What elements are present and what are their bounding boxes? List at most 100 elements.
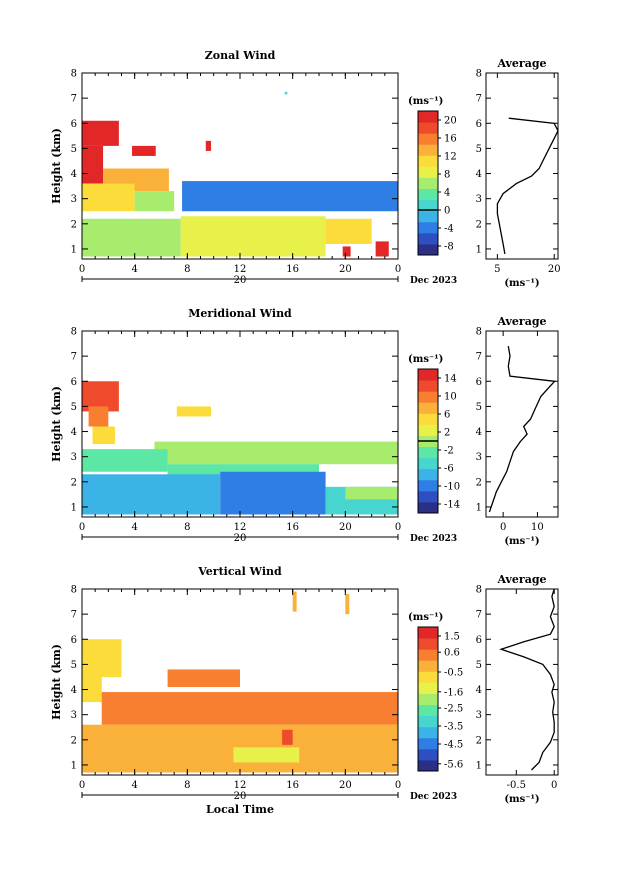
profile-line (496, 117, 559, 255)
date-label: Dec 2023 (410, 276, 457, 286)
data-cell (325, 218, 372, 244)
profile-y-tick-label: 8 (476, 585, 482, 596)
x-tick-label: 12 (234, 780, 247, 791)
profile-x-tick-label: -0.5 (507, 780, 526, 791)
colorbar-segment (418, 210, 438, 223)
colorbar-tick-label: 6 (444, 410, 450, 421)
colorbar-segment (418, 424, 438, 436)
y-tick-label: 1 (71, 760, 77, 771)
profile-y-tick-label: 8 (476, 327, 482, 338)
profile-y-tick-label: 6 (476, 119, 482, 130)
profile-y-tick-label: 3 (476, 710, 482, 721)
colorbar-unit: (ms⁻¹) (408, 96, 443, 107)
profile-y-tick-label: 5 (476, 660, 482, 671)
data-cell (375, 241, 389, 257)
profile-y-tick-label: 1 (476, 760, 482, 771)
profile-x-tick-label: 5 (494, 264, 500, 275)
profile-frame (485, 72, 559, 260)
colorbar-segment (418, 627, 438, 639)
colorbar-tick-label: 0.6 (444, 648, 460, 659)
profile-title: Average (496, 315, 546, 328)
x-tick-label: 16 (286, 264, 299, 275)
colorbar-segment (418, 177, 438, 190)
data-cell (82, 218, 181, 257)
day-label: 20 (234, 275, 247, 286)
colorbar-tick-label: -3.5 (444, 722, 463, 733)
data-cell (82, 120, 119, 146)
day-label: 20 (234, 791, 247, 802)
colorbar-tick-label: -14 (444, 500, 460, 511)
profile-frame (485, 330, 559, 518)
data-cell (233, 747, 300, 763)
profile-y-tick-label: 4 (476, 169, 482, 180)
day-label: 20 (234, 533, 247, 544)
profile-y-tick-label: 3 (476, 452, 482, 463)
colorbar-tick-label: -6 (444, 464, 454, 475)
colorbar-tick-label: 12 (444, 152, 457, 163)
data-cell (345, 594, 350, 615)
colorbar-segment (418, 144, 438, 156)
colorbar-segment (418, 649, 438, 661)
y-tick-label: 8 (71, 69, 77, 80)
y-tick-label: 2 (71, 219, 77, 230)
colorbar-frame (417, 626, 439, 772)
x-tick-label: 20 (339, 780, 352, 791)
profile-x-label: (ms⁻¹) (504, 278, 539, 289)
y-tick-label: 3 (71, 710, 77, 721)
y-tick-label: 3 (71, 452, 77, 463)
colorbar-tick-label: 1.5 (444, 632, 460, 643)
profile-y-tick-label: 3 (476, 194, 482, 205)
y-tick-label: 6 (71, 635, 77, 646)
data-cell (82, 449, 168, 472)
x-tick-label: 8 (184, 780, 190, 791)
colorbar-tick-label: -5.6 (444, 759, 463, 770)
x-tick-label: 16 (286, 522, 299, 533)
colorbar-segment (418, 704, 438, 717)
colorbar-tick-label: -1.6 (444, 687, 463, 698)
colorbar-tick-label: -4 (444, 224, 454, 235)
y-tick-label: 5 (71, 144, 77, 155)
profile-y-tick-label: 5 (476, 402, 482, 413)
profile-frame (485, 588, 559, 776)
y-axis-label: Height (km) (50, 644, 63, 720)
y-tick-label: 1 (71, 502, 77, 513)
x-tick-label: 8 (184, 264, 190, 275)
data-cell (134, 191, 175, 212)
colorbar-segment (418, 232, 438, 245)
colorbar-segment (418, 748, 438, 761)
colorbar-segment (418, 671, 438, 683)
y-tick-label: 2 (71, 735, 77, 746)
colorbar-segment (418, 715, 438, 728)
profile-y-tick-label: 2 (476, 735, 482, 746)
y-tick-label: 7 (71, 352, 77, 363)
data-cell (292, 591, 297, 612)
profile-line (488, 345, 556, 513)
colorbar-segment (418, 446, 438, 459)
profile-x-tick-label: 0 (500, 522, 506, 533)
x-tick-label: 20 (339, 264, 352, 275)
profile-y-tick-label: 2 (476, 477, 482, 488)
colorbar-segment (418, 693, 438, 706)
x-tick-label: 0 (79, 264, 85, 275)
y-tick-label: 4 (71, 685, 77, 696)
data-cell (154, 441, 398, 465)
colorbar-segment (418, 726, 438, 739)
x-tick-label: 12 (234, 522, 247, 533)
profile-line (499, 588, 555, 771)
y-tick-label: 8 (71, 327, 77, 338)
profile-title: Average (496, 573, 546, 586)
x-tick-label: 12 (234, 264, 247, 275)
profile-y-tick-label: 5 (476, 144, 482, 155)
colorbar-tick-label: -2.5 (444, 704, 463, 715)
date-label: Dec 2023 (410, 534, 457, 544)
profile-x-tick-label: 0 (551, 780, 557, 791)
profile-y-tick-label: 1 (476, 244, 482, 255)
data-cell (101, 692, 398, 725)
y-tick-label: 6 (71, 377, 77, 388)
colorbar-segment (418, 133, 438, 145)
colorbar-tick-label: -2 (444, 446, 454, 457)
colorbar-tick-label: 0 (444, 206, 450, 217)
data-cell (132, 145, 156, 156)
colorbar-segment (418, 391, 438, 403)
y-axis-label: Height (km) (50, 386, 63, 462)
